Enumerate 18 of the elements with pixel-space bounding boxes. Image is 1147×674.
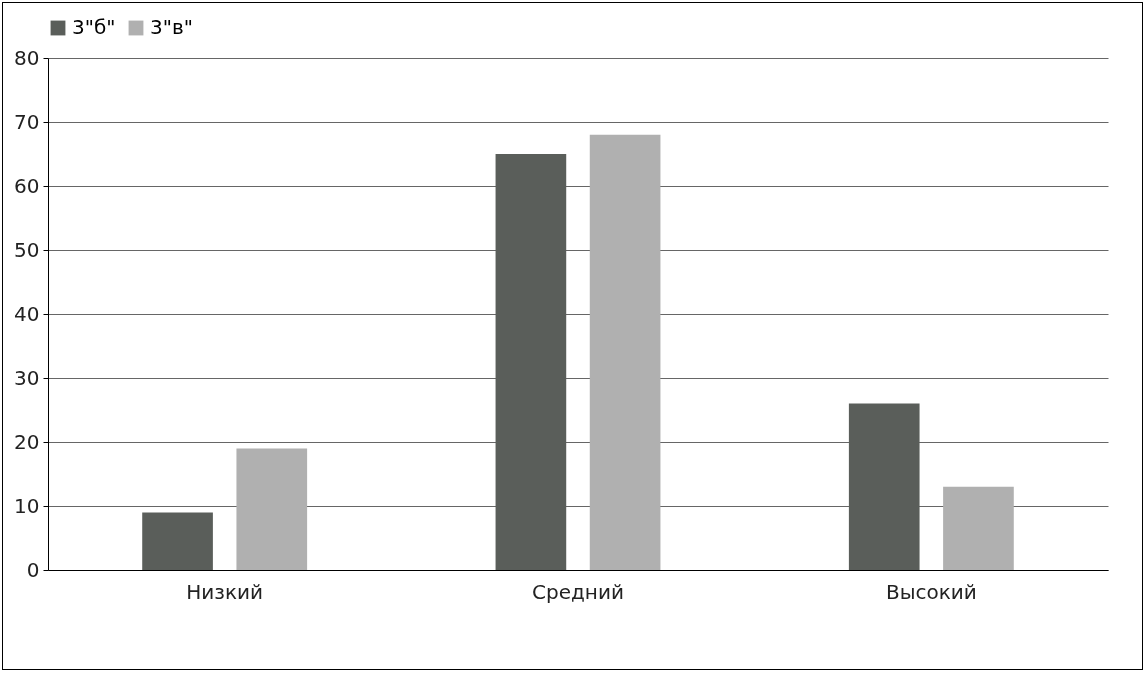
y-tick-label: 0	[26, 557, 40, 582]
x-tick-label: Высокий	[885, 579, 977, 604]
bar	[142, 512, 213, 570]
legend-label: 3"в"	[150, 15, 193, 39]
y-tick-label: 60	[14, 173, 40, 198]
y-tick-label: 70	[14, 109, 40, 134]
y-tick-label: 30	[14, 365, 40, 390]
y-tick-label: 80	[14, 45, 40, 70]
bar	[589, 134, 661, 570]
y-tick-label: 20	[14, 429, 40, 454]
y-tick-label: 40	[14, 301, 40, 326]
bar	[943, 486, 1014, 570]
legend-label: 3"б"	[72, 15, 116, 39]
y-tick-label: 50	[14, 237, 40, 262]
x-tick-label: Низкий	[186, 579, 264, 604]
x-tick-label: Средний	[532, 579, 624, 604]
bar	[236, 448, 308, 570]
y-tick-label: 10	[14, 493, 40, 518]
